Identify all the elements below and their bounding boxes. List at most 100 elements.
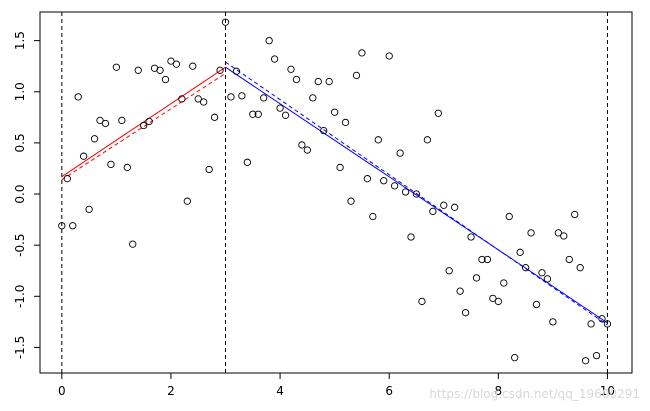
data-point [352,71,361,80]
data-point [172,60,181,68]
data-point [145,117,153,126]
data-point [483,255,492,264]
fit-line-3 [225,66,608,324]
data-point [314,77,322,86]
data-point [445,267,453,275]
data-point [140,121,148,130]
data-point [107,160,115,169]
y-tick-label: 1.5 [13,31,27,50]
data-point [412,190,421,198]
y-tick-label: -1.5 [13,336,27,359]
data-point [511,354,519,362]
data-point [401,188,410,196]
plot-frame [39,11,633,374]
data-point [194,95,202,103]
data-point [560,232,568,240]
data-point [178,95,186,103]
y-tick-label: 1.0 [13,82,27,101]
data-point [336,163,344,172]
x-tick-label: 10 [600,384,615,398]
data-point [123,163,131,172]
data-point [189,62,197,70]
data-point [69,222,77,230]
data-point [221,18,230,26]
data-point [112,63,121,71]
data-point [500,279,508,287]
y-tick-label: -1.0 [13,285,27,308]
data-point [423,136,432,144]
data-point [532,300,541,309]
data-point [265,36,273,45]
data-point [587,320,595,328]
data-point [543,275,552,283]
y-tick-label: -0.5 [13,233,27,256]
data-point [292,75,301,84]
x-tick-label: 8 [495,384,503,398]
data-point [270,55,279,63]
data-point [254,110,262,118]
data-point [451,203,459,211]
data-point [576,264,584,272]
fit-lines [61,61,608,326]
x-tick-label: 4 [276,384,284,398]
data-point [320,126,328,135]
data-point [581,357,590,365]
data-point [85,205,93,214]
fit-line-2 [61,72,226,181]
data-point [434,109,442,117]
data-point [249,110,257,118]
data-point [101,119,110,128]
data-point [521,264,530,272]
data-point [549,318,557,326]
data-point [571,210,579,219]
data-point [363,175,372,183]
data-point [456,287,464,295]
data-point [369,212,377,221]
data-point [129,240,137,248]
x-tick-label: 0 [58,384,66,398]
data-point [407,233,415,241]
reference-lines [61,12,608,373]
data-point [156,66,164,74]
data-point [281,111,290,119]
data-point [374,136,382,144]
data-point [325,77,333,86]
data-point [341,118,350,127]
data-point [385,52,393,60]
data-point [205,165,213,174]
x-axis: 0 2 4 6 8 10 [58,372,615,398]
data-point [309,94,317,102]
data-point [554,229,562,237]
data-point [79,152,88,160]
watermark-text: https://blog.csdn.net/qq_19600291 [429,387,640,401]
data-point [461,309,470,317]
data-point [429,207,437,216]
data-point [592,351,601,360]
data-point [260,94,268,102]
data-point [418,297,426,306]
data-points [58,18,612,365]
data-point [118,116,126,125]
data-point [380,177,388,185]
fit-line-4 [225,61,608,326]
data-point [232,67,241,75]
y-tick-label: 0.0 [13,184,27,203]
data-point [472,274,481,282]
data-point [276,104,284,112]
data-point [183,197,191,205]
data-point [227,93,235,101]
data-point [505,212,513,221]
data-point [538,269,546,277]
data-point [161,75,170,84]
data-point [527,229,535,237]
data-point [347,197,355,205]
data-point [467,233,475,241]
data-point [238,92,246,100]
data-point [58,222,66,230]
data-point [74,93,82,101]
data-point [298,141,306,149]
data-point [167,57,175,65]
data-point [63,175,71,183]
data-point [200,98,208,106]
